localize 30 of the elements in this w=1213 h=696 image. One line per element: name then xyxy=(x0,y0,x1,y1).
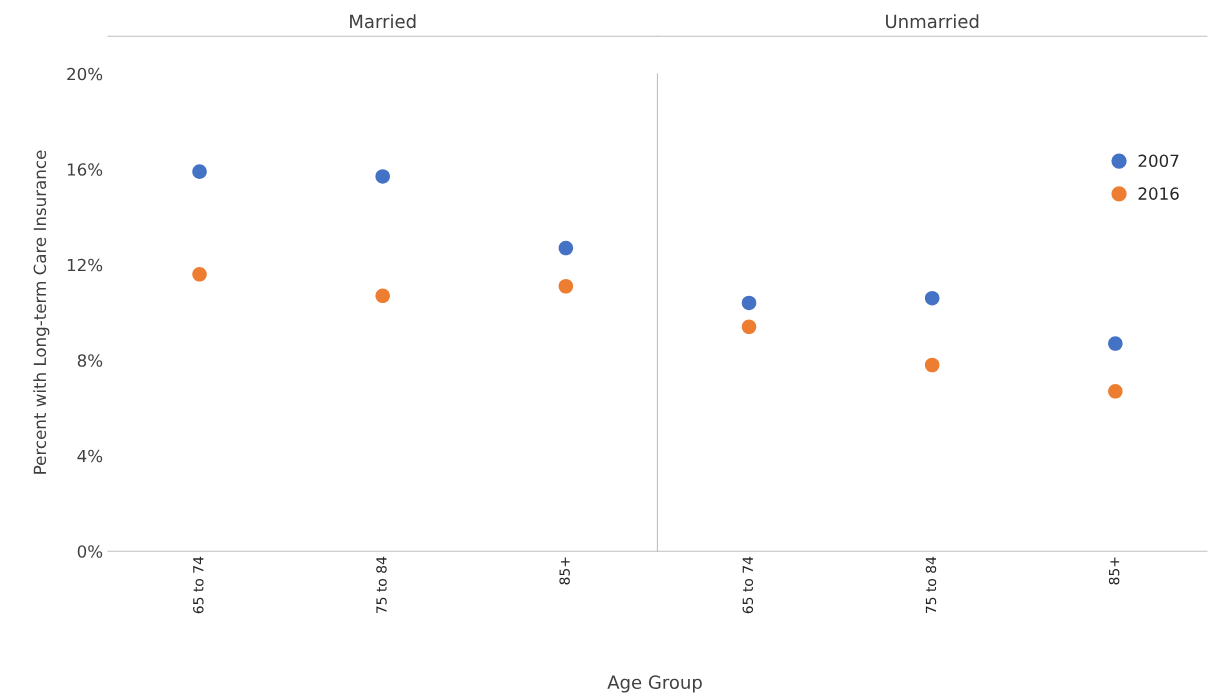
x-tick-label: 65 to 74 xyxy=(742,556,754,614)
point xyxy=(741,295,757,311)
x-tick-label: 85+ xyxy=(559,557,570,585)
point xyxy=(1108,384,1123,399)
y-tick-label: 12% xyxy=(67,258,103,272)
x-tick-label: 75 to 84 xyxy=(376,556,387,614)
y-tick-label: 20% xyxy=(67,67,103,81)
point xyxy=(558,240,574,256)
legend-label: 2016 xyxy=(1138,187,1179,200)
x-tick-label: 65 to 74 xyxy=(193,556,204,614)
point xyxy=(375,288,390,304)
point xyxy=(924,290,940,306)
x-tick-label: 85+ xyxy=(1108,557,1120,585)
x-tick-label: 75 to 84 xyxy=(925,556,937,614)
point xyxy=(375,169,390,184)
x-axis-title: Age Group xyxy=(607,675,702,693)
point xyxy=(1108,336,1123,351)
chart-title: Unmarried xyxy=(886,14,979,29)
y-tick-label: 4% xyxy=(77,449,103,463)
point xyxy=(192,164,207,179)
y-tick-label: 16% xyxy=(67,163,103,176)
point xyxy=(741,319,757,335)
y-axis-title: Percent with Long-term Care Insurance xyxy=(33,150,50,474)
legend-label: 2007 xyxy=(1138,154,1179,168)
y-tick-label: 8% xyxy=(77,354,103,367)
point xyxy=(924,357,940,373)
chart-title: Married xyxy=(350,14,416,29)
y-tick-label: 0% xyxy=(77,545,103,558)
point xyxy=(558,278,574,294)
point xyxy=(192,267,207,282)
